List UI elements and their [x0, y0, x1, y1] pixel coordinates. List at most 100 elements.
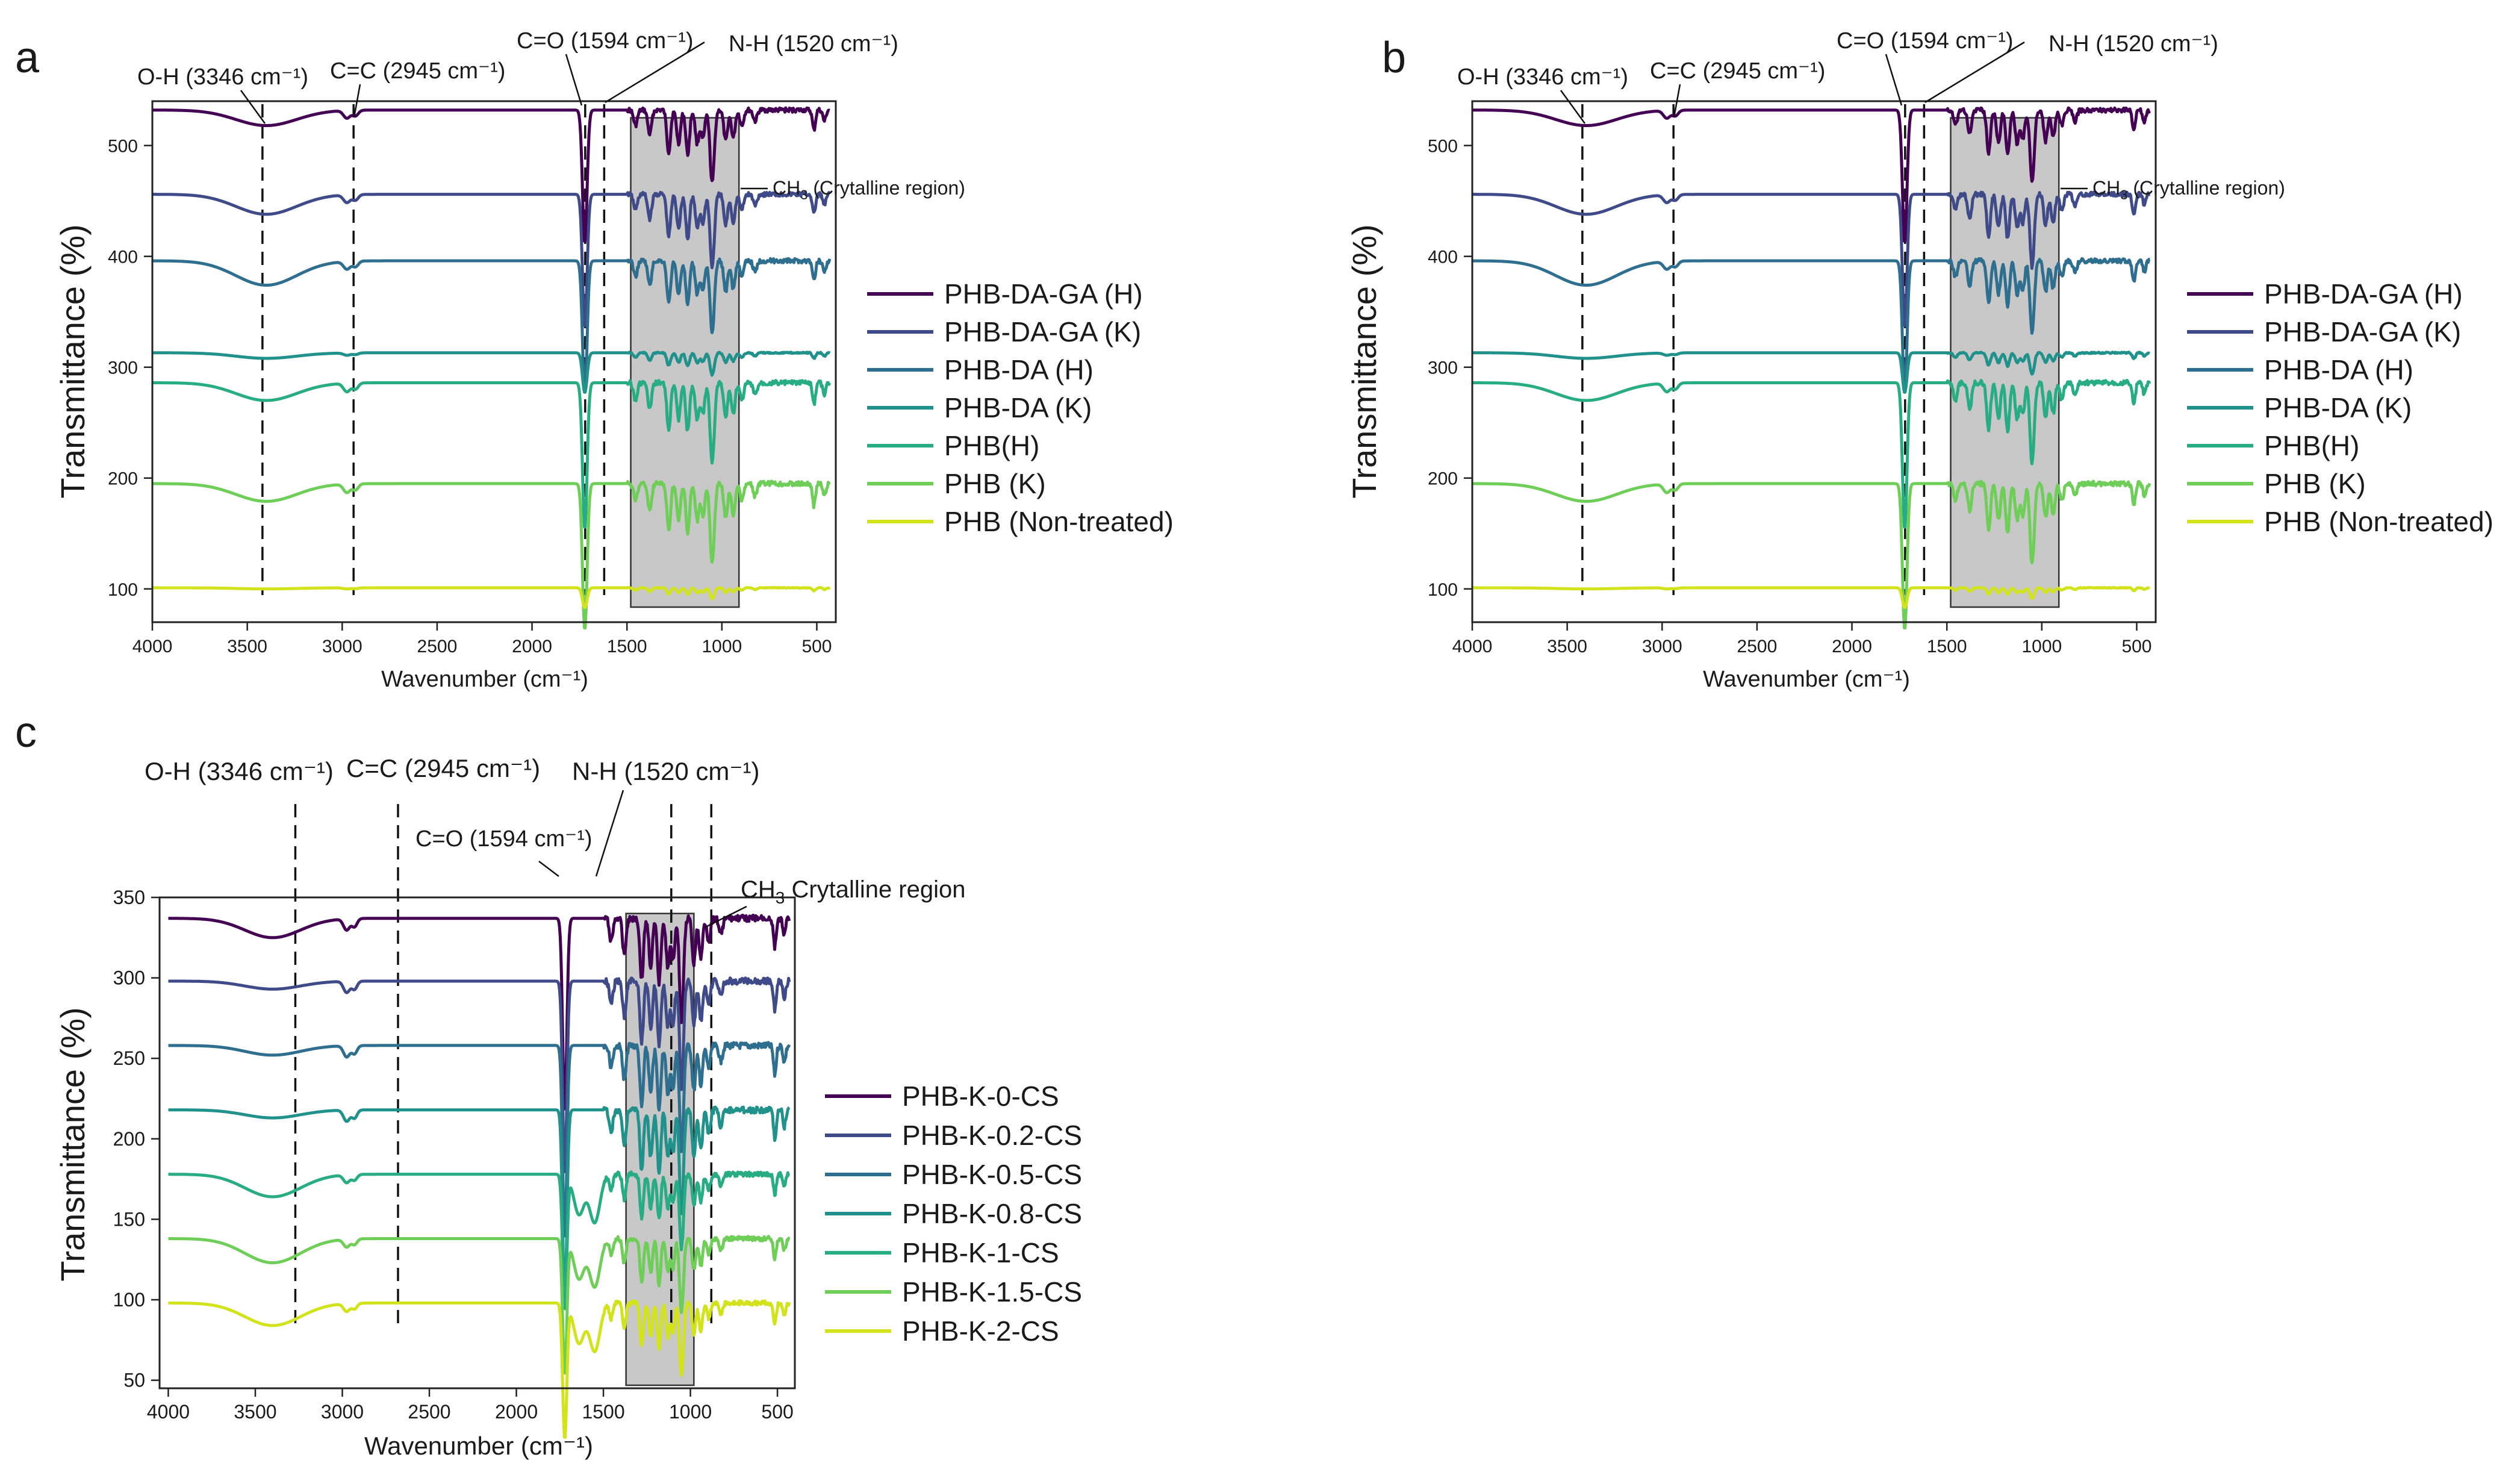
panel-b-oh-arrow — [1560, 90, 1586, 124]
panel-c-co-annotation: C=O (1594 cm⁻¹) — [415, 826, 593, 852]
b-series-line-0 — [1471, 106, 2151, 243]
c-series-line-5 — [167, 1235, 791, 1375]
c-legend-label-4: PHB-K-1-CS — [902, 1237, 1059, 1268]
panel-a: a 4000 3500 3000 2500 2000 1500 1000 500 100200… — [15, 28, 1174, 692]
c-x-tick-label-5: 1500 — [582, 1401, 624, 1423]
panel-a-x-axis-label: Wavenumber (cm⁻¹) — [381, 667, 588, 692]
b-legend-label-1: PHB-DA-GA (K) — [2264, 316, 2461, 348]
panel-a-x-ticks: 4000 3500 3000 2500 2000 1500 1000 500 — [132, 622, 832, 656]
panel-b-spectra — [1471, 106, 2151, 629]
panel-a-y-axis-label: Transmittance (%) — [54, 224, 92, 498]
panel-c-x-ticks: 4000 3500 3000 2500 2000 1500 1000 500 — [147, 1388, 794, 1423]
c-y-tick-label-5: 300 — [113, 967, 145, 989]
panel-c-ch3-sub: 3 — [776, 888, 785, 907]
b-series-line-3 — [1471, 351, 2151, 394]
a-x-tick-label-4: 2000 — [512, 637, 552, 656]
panel-a-co-arrow — [565, 54, 583, 106]
panel-c-y-axis-label: Transmittance (%) — [54, 1007, 92, 1281]
b-series-line-1 — [1471, 190, 2151, 327]
panel-b-ch3-prefix: CH — [2092, 177, 2120, 199]
a-legend-label-2: PHB-DA (H) — [944, 354, 1094, 385]
a-x-tick-label-3: 2500 — [417, 637, 458, 656]
panel-a-plot-frame — [151, 100, 837, 623]
panel-c-cc-annotation: C=C (2945 cm⁻¹) — [346, 754, 540, 782]
panel-a-y-ticks: 100 200 300 400 500 — [108, 137, 152, 600]
panel-b-ch3-suffix: (Crytalline region) — [2127, 177, 2285, 199]
panel-b-x-ticks: 4000 3500 3000 2500 2000 1500 1000 500 — [1452, 622, 2152, 656]
panel-b-y-axis-label: Transmittance (%) — [1345, 224, 1383, 498]
c-y-tick-label-1: 100 — [113, 1289, 145, 1311]
panel-b-oh-annotation: O-H (3346 cm⁻¹) — [1457, 64, 1628, 90]
panel-b-nh-annotation: N-H (1520 cm⁻¹) — [2049, 31, 2218, 57]
c-legend-label-0: PHB-K-0-CS — [902, 1081, 1059, 1112]
panel-a-spectra — [151, 106, 832, 629]
panel-a-ch3-annotation: CH3 (Crytalline region) — [773, 177, 965, 202]
panel-c-ch3-annotation: CH3 Crytalline region — [741, 876, 966, 907]
c-series-line-3 — [167, 1105, 791, 1302]
b-x-tick-label-0: 4000 — [1452, 637, 1493, 656]
a-y-tick-label-3: 400 — [108, 248, 138, 267]
panel-c-label: c — [15, 708, 37, 756]
b-legend-label-4: PHB(H) — [2264, 430, 2359, 461]
c-x-tick-label-1: 3500 — [234, 1401, 276, 1423]
c-legend-label-5: PHB-K-1.5-CS — [902, 1276, 1082, 1308]
panel-a-ch3-prefix: CH — [773, 177, 800, 199]
a-series-line-0 — [151, 106, 831, 243]
a-series-line-3 — [151, 351, 831, 394]
b-x-tick-label-6: 1000 — [2021, 637, 2062, 656]
c-y-tick-label-6: 350 — [113, 887, 145, 908]
a-x-tick-label-2: 3000 — [322, 637, 362, 656]
a-x-tick-label-1: 3500 — [227, 637, 267, 656]
panel-c-spectra — [167, 914, 791, 1439]
b-y-tick-label-0: 100 — [1428, 580, 1458, 600]
a-y-tick-label-2: 300 — [108, 358, 138, 378]
b-x-tick-label-3: 2500 — [1737, 637, 1778, 656]
c-series-line-4 — [167, 1170, 791, 1311]
panel-b-x-axis-label: Wavenumber (cm⁻¹) — [1703, 667, 1910, 692]
panel-b-dashed-lines — [1581, 104, 1926, 595]
a-legend-label-0: PHB-DA-GA (H) — [944, 278, 1143, 310]
b-x-tick-label-7: 500 — [2121, 637, 2151, 656]
panel-b-co-annotation: C=O (1594 cm⁻¹) — [1837, 28, 2014, 54]
b-x-tick-label-4: 2000 — [1832, 637, 1872, 656]
a-legend-label-3: PHB-DA (K) — [944, 392, 1092, 423]
a-series-line-6 — [151, 585, 831, 610]
c-x-tick-label-4: 2000 — [495, 1401, 538, 1423]
b-legend-label-3: PHB-DA (K) — [2264, 392, 2412, 423]
panel-a-oh-arrow — [240, 90, 266, 124]
panel-c-ch3-arrow — [704, 905, 747, 929]
b-legend-label-2: PHB-DA (H) — [2264, 354, 2413, 385]
c-x-tick-label-0: 4000 — [147, 1401, 190, 1423]
c-y-tick-label-4: 250 — [113, 1047, 145, 1069]
c-y-tick-label-3: 200 — [113, 1128, 145, 1150]
b-legend-label-5: PHB (K) — [2264, 468, 2366, 499]
panel-a-co-annotation: C=O (1594 cm⁻¹) — [517, 28, 694, 54]
panel-a-legend: PHB-DA-GA (H) PHB-DA-GA (K) PHB-DA (H) PHB-… — [867, 278, 1174, 537]
a-x-tick-label-6: 1000 — [702, 637, 742, 656]
panel-b-cc-arrow — [1673, 84, 1681, 118]
a-legend-label-5: PHB (K) — [944, 468, 1046, 499]
panel-b-legend: PHB-DA-GA (H) PHB-DA-GA (K) PHB-DA (H) PHB-… — [2187, 278, 2494, 537]
panel-a-cc-arrow — [353, 84, 361, 118]
a-series-line-4 — [151, 379, 832, 529]
panel-a-dashed-lines — [261, 104, 606, 595]
panel-b-plot-frame — [1471, 100, 2157, 623]
b-y-tick-label-2: 300 — [1428, 358, 1458, 378]
a-series-line-5 — [151, 479, 831, 629]
c-legend-label-1: PHB-K-0.2-CS — [902, 1120, 1082, 1151]
a-series-line-2 — [151, 257, 832, 394]
panel-b-ch3-sub: 3 — [2120, 187, 2127, 202]
b-x-tick-label-5: 1500 — [1927, 637, 1967, 656]
b-series-line-2 — [1471, 257, 2151, 394]
c-legend-label-6: PHB-K-2-CS — [902, 1315, 1059, 1347]
c-legend-label-3: PHB-K-0.8-CS — [902, 1198, 1082, 1229]
panel-a-ch3-sub: 3 — [800, 187, 807, 202]
a-y-tick-label-1: 200 — [108, 469, 138, 489]
panel-a-ch3-suffix: (Crytalline region) — [807, 177, 965, 199]
c-series-line-0 — [167, 914, 791, 1111]
panel-a-nh-annotation: N-H (1520 cm⁻¹) — [729, 31, 898, 57]
panel-c-nh-arrow — [595, 790, 624, 877]
c-x-tick-label-3: 2500 — [408, 1401, 450, 1423]
panel-b-co-arrow — [1885, 54, 1903, 106]
